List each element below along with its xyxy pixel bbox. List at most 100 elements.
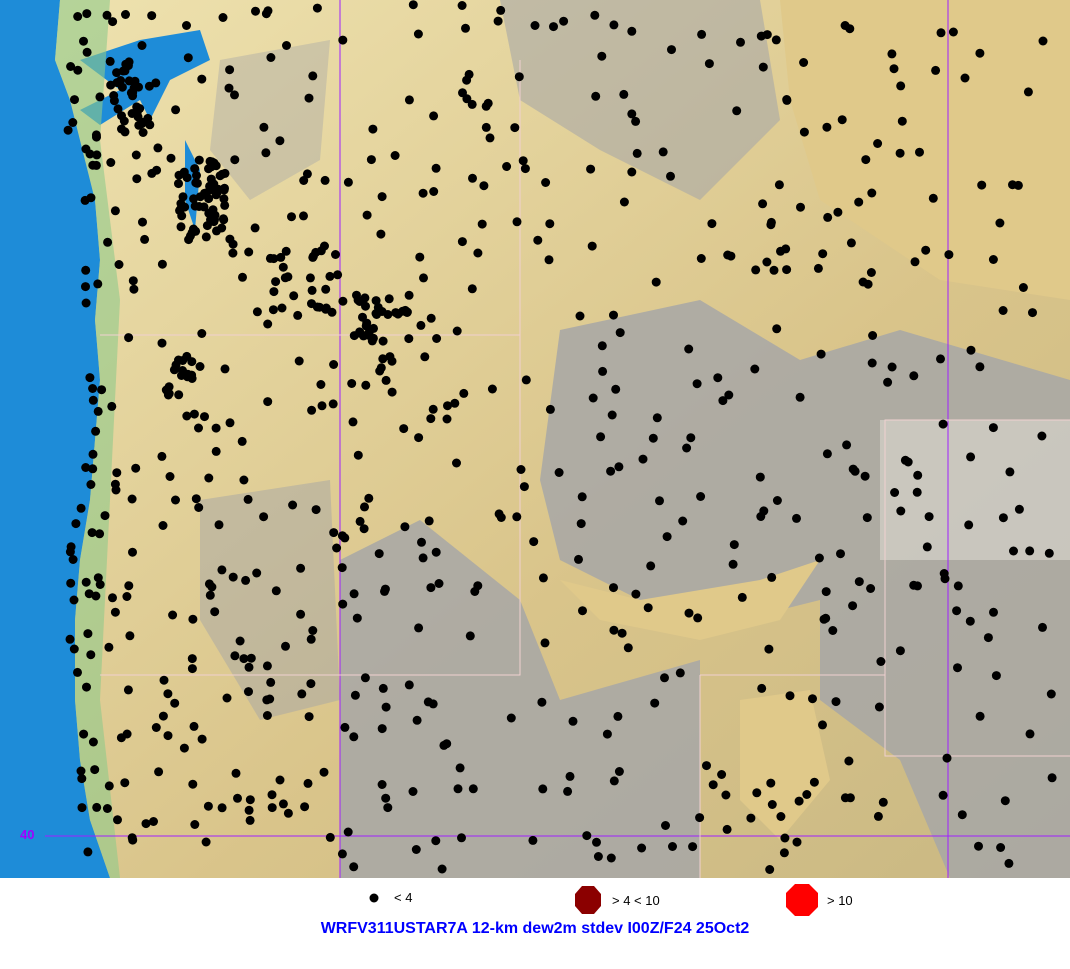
station-marker <box>729 540 739 550</box>
station-marker <box>549 22 558 32</box>
station-marker <box>652 413 662 423</box>
state-borders <box>100 60 1070 878</box>
station-marker <box>135 104 145 113</box>
station-marker <box>97 385 107 395</box>
station-marker <box>194 155 204 165</box>
station-marker <box>63 125 73 135</box>
station-marker <box>102 10 112 20</box>
station-marker <box>88 160 98 170</box>
station-marker <box>808 694 817 704</box>
station-marker <box>391 308 401 318</box>
station-marker <box>127 109 137 118</box>
station-marker <box>331 250 340 259</box>
station-marker <box>118 66 128 76</box>
station-marker <box>76 503 86 513</box>
station-marker <box>795 392 805 402</box>
station-marker <box>230 651 240 661</box>
station-marker <box>112 78 122 88</box>
station-marker <box>974 841 983 851</box>
station-marker <box>296 609 306 619</box>
station-marker <box>138 128 148 137</box>
station-marker <box>661 821 670 830</box>
station-marker <box>417 537 426 547</box>
station-marker <box>121 10 130 19</box>
station-marker <box>728 559 738 569</box>
station-marker <box>842 440 852 450</box>
station-marker <box>538 573 548 583</box>
station-marker <box>228 572 238 582</box>
station-marker <box>568 716 578 726</box>
station-marker <box>81 298 91 308</box>
station-marker <box>70 95 79 105</box>
station-marker <box>187 374 197 383</box>
station-marker <box>233 793 242 803</box>
station-marker <box>145 120 155 130</box>
station-marker <box>214 520 224 530</box>
station-marker <box>412 715 422 725</box>
station-marker <box>614 462 624 472</box>
station-marker <box>814 553 824 563</box>
station-marker <box>774 180 784 190</box>
station-marker <box>895 148 905 158</box>
station-marker <box>303 778 313 788</box>
station-marker <box>648 433 658 443</box>
station-marker <box>267 790 277 800</box>
station-marker <box>848 601 858 611</box>
station-marker <box>328 399 338 409</box>
station-marker <box>461 23 470 33</box>
station-marker <box>304 93 314 103</box>
station-marker <box>530 21 540 30</box>
station-marker <box>176 204 186 214</box>
station-marker <box>975 362 985 372</box>
station-marker <box>1013 180 1023 190</box>
puget-sound <box>80 30 210 230</box>
station-marker <box>724 390 734 400</box>
station-marker <box>404 334 414 344</box>
station-marker <box>158 521 168 530</box>
station-marker <box>910 257 920 267</box>
station-marker <box>746 813 756 823</box>
station-marker <box>320 175 330 185</box>
station-marker <box>883 377 893 387</box>
station-marker <box>467 99 477 109</box>
station-marker <box>895 646 905 656</box>
station-marker <box>510 123 520 133</box>
station-marker <box>288 500 298 510</box>
ocean <box>0 0 110 878</box>
station-marker <box>470 587 480 596</box>
station-marker <box>159 675 169 685</box>
station-marker <box>238 272 247 282</box>
station-marker <box>244 805 254 815</box>
station-marker <box>404 680 414 690</box>
station-marker <box>337 849 347 859</box>
station-marker <box>782 265 792 275</box>
station-marker <box>359 524 369 534</box>
station-marker <box>299 176 309 185</box>
station-marker <box>702 761 711 771</box>
station-marker <box>619 197 629 207</box>
station-marker <box>120 127 130 137</box>
station-marker <box>230 155 240 165</box>
station-marker <box>762 257 772 267</box>
station-marker <box>245 795 255 805</box>
station-marker <box>241 575 251 585</box>
station-marker <box>977 180 987 190</box>
station-marker <box>854 577 864 587</box>
station-marker <box>861 155 871 165</box>
station-marker <box>704 59 714 69</box>
station-marker <box>988 423 998 433</box>
station-marker <box>602 729 612 739</box>
station-marker <box>765 865 775 874</box>
station-marker <box>528 835 538 845</box>
station-marker <box>122 729 132 739</box>
station-marker <box>128 547 137 557</box>
legend-label: > 10 <box>827 892 853 908</box>
station-marker <box>387 356 397 366</box>
station-marker <box>496 513 506 522</box>
station-marker <box>325 832 335 842</box>
station-marker <box>411 845 421 854</box>
station-marker <box>81 282 90 292</box>
station-marker <box>93 406 103 416</box>
station-marker <box>769 265 779 275</box>
station-marker <box>188 779 198 789</box>
